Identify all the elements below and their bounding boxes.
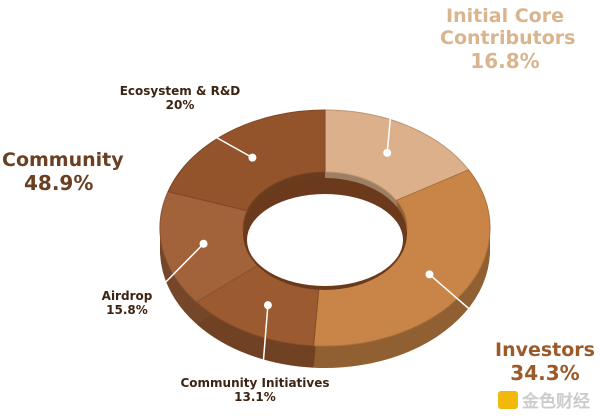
watermark-text: 金色财经 <box>522 392 590 412</box>
slice-value-investors: 34.3% <box>510 360 580 385</box>
leader-dot-community-initiatives <box>263 301 272 310</box>
group-value-community: 48.9% <box>24 170 94 195</box>
group-label-community: Community <box>2 149 124 171</box>
leader-line-investors <box>428 273 506 341</box>
leader-dot-initial-core-contributors <box>383 148 392 157</box>
leader-line-ecosystem-r-d <box>184 119 253 159</box>
slice-label-airdrop: Airdrop <box>101 289 153 303</box>
slice-label-investors: Investors <box>495 339 595 361</box>
label-airdrop: Airdrop 15.8% <box>92 289 162 318</box>
label-investors: Investors 34.3% <box>490 339 600 385</box>
leader-dot-investors <box>425 270 434 279</box>
label-community: Community 48.9% <box>2 149 124 195</box>
leader-dot-airdrop <box>199 239 208 248</box>
leader-lines <box>149 99 506 379</box>
label-initial-core-contributors: Initial Core Contributors 16.8% <box>440 5 576 73</box>
leader-line-initial-core-contributors <box>386 99 393 153</box>
slice-ecosystem-r-d <box>167 109 326 212</box>
donut-top <box>159 109 491 347</box>
slice-label-community-initiatives: Community Initiatives <box>180 376 330 390</box>
leader-line-airdrop <box>149 243 205 299</box>
leader-line-community-initiatives <box>261 305 269 379</box>
slice-label-initial-core-contributors: Initial Core Contributors <box>440 5 576 49</box>
slice-initial-core-contributors <box>324 109 470 202</box>
slice-value-initial-core-contributors: 16.8% <box>470 48 540 73</box>
donut-hole <box>243 178 407 290</box>
label-ecosystem-rd: Ecosystem & R&D 20% <box>115 84 245 113</box>
donut-hole-center <box>247 194 403 286</box>
leader-dot-ecosystem-r-d <box>248 153 257 162</box>
slice-value-ecosystem-rd: 20% <box>165 97 195 112</box>
slice-label-ecosystem-rd: Ecosystem & R&D <box>119 84 241 98</box>
label-community-initiatives: Community Initiatives 13.1% <box>175 376 335 405</box>
watermark-logo-icon <box>498 390 518 409</box>
slice-value-community-initiatives: 13.1% <box>234 389 276 404</box>
slice-value-airdrop: 15.8% <box>106 302 148 317</box>
watermark: 金色财经 <box>498 387 590 412</box>
